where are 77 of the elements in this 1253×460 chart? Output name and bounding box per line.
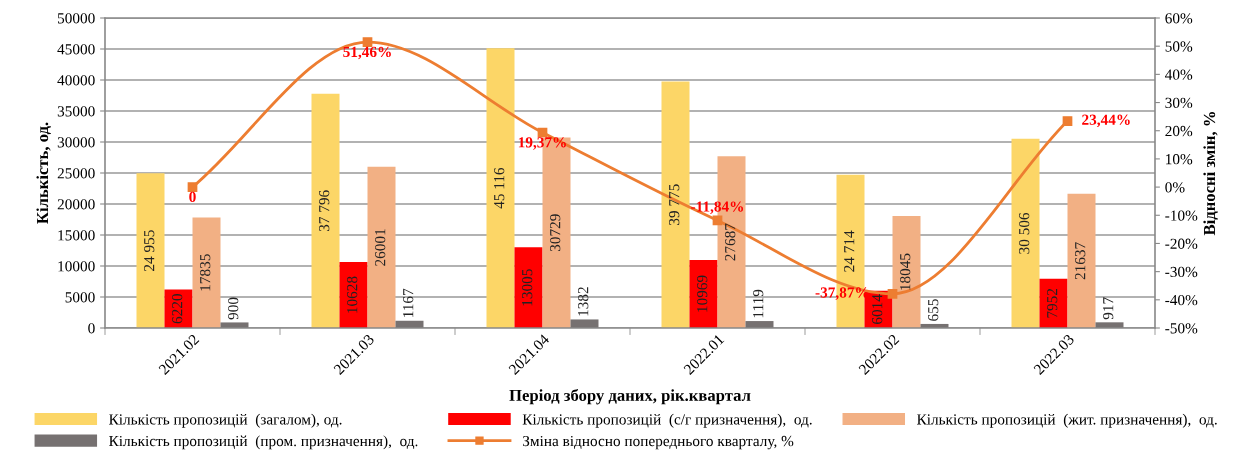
y2-tick-label: 20% [1165, 125, 1193, 137]
data-label: 13005 [522, 269, 533, 306]
y-tick-label: 0 [88, 323, 95, 334]
bar [892, 216, 921, 328]
bar [367, 166, 396, 328]
data-label: 23,44% [1082, 114, 1130, 128]
data-label: 21637 [1075, 242, 1086, 280]
y-tick-label: 5000 [65, 292, 95, 303]
y-tick-label: 10000 [58, 261, 95, 272]
y2-tick-label: -50% [1165, 323, 1198, 334]
y-tick-label: 30000 [57, 137, 95, 148]
y2-tick-label: -40% [1165, 294, 1198, 306]
data-label: 26001 [375, 229, 386, 266]
data-label: 917 [1103, 297, 1114, 320]
y-tick-label: 50000 [57, 13, 95, 24]
data-label: 39 775 [669, 184, 680, 225]
data-label: 10969 [697, 275, 708, 312]
bar [311, 93, 340, 328]
bar [136, 173, 165, 328]
bar [164, 289, 193, 328]
y2-tick-label: -10% [1165, 210, 1198, 221]
y2-tick-label: 0% [1165, 182, 1185, 193]
legend-label: Кількість пропозицій (с/г призначення), од. [522, 413, 812, 428]
data-label: 19,37% [518, 137, 566, 150]
bar [486, 48, 515, 328]
point [362, 37, 373, 47]
data-label: 6014 [872, 294, 883, 324]
data-label: 30729 [550, 214, 561, 252]
data-label: 1167 [403, 288, 414, 317]
data-label: 1119 [753, 289, 764, 318]
data-label: 900 [228, 297, 239, 320]
bar [570, 319, 599, 328]
y2-axis-title: Відносні змін, % [1203, 112, 1218, 236]
data-label: 30 506 [1019, 212, 1030, 254]
data-label: 27687 [725, 223, 736, 261]
data-label: 655 [928, 299, 939, 321]
bar [192, 217, 221, 328]
data-label: 7952 [1047, 288, 1058, 318]
y-tick-label: 40000 [57, 75, 95, 86]
y-tick-label: 45000 [57, 44, 95, 55]
y-tick-label: 25000 [57, 168, 95, 179]
bar [514, 247, 543, 328]
bar [1067, 193, 1096, 328]
y2-tick-label: 40% [1165, 69, 1193, 80]
legend-label: Кількість пропозицій (загалом), од. [109, 413, 342, 428]
y2-tick-label: 30% [1165, 97, 1193, 109]
bar [661, 81, 690, 328]
y-axis-title: Кількість, од. [36, 122, 51, 224]
y-tick-label: 35000 [57, 106, 95, 117]
y2-tick-label: 50% [1165, 41, 1193, 52]
data-label: 10628 [347, 276, 358, 313]
data-label: 37 796 [319, 190, 330, 232]
y-tick-label: 15000 [58, 230, 95, 241]
data-label: 24 714 [844, 230, 855, 272]
legend-label: Зміна відносно попереднього кварталу, % [522, 435, 794, 450]
data-label: 0 [189, 191, 196, 203]
y2-tick-label: -20% [1165, 238, 1198, 249]
y2-tick-label: -30% [1165, 266, 1198, 278]
point [1062, 116, 1073, 126]
data-label: 24 955 [144, 230, 155, 271]
y2-tick-label: 60% [1165, 13, 1193, 24]
point [187, 182, 198, 192]
legend-label: Кількість пропозицій (жит. призначення), од. [916, 413, 1217, 428]
data-label: 1382 [578, 287, 589, 316]
data-label: 45 116 [494, 167, 505, 209]
bar [339, 262, 368, 328]
y-tick-label: 20000 [57, 199, 95, 210]
point [887, 288, 898, 299]
x-axis-title: Період збору даних, рік.квартал [509, 388, 751, 405]
legend-label: Кількість пропозицій (пром. призначення), од. [109, 435, 418, 450]
data-label: 6220 [172, 294, 183, 324]
bar [1011, 138, 1040, 328]
data-label: 18045 [900, 253, 911, 290]
data-label: 51,46% [343, 46, 391, 60]
bar [220, 322, 249, 328]
y2-tick-label: 10% [1166, 154, 1193, 165]
data-label: 17835 [200, 254, 211, 291]
